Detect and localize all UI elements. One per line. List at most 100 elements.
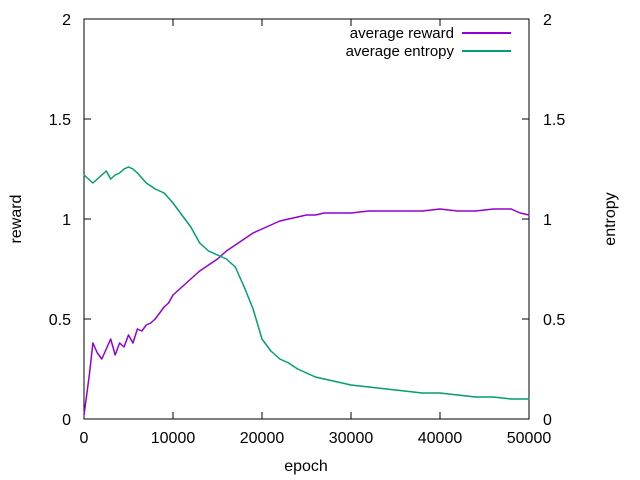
data-point-average-reward [314, 214, 316, 216]
y2-tick-label: 1 [543, 212, 552, 229]
data-point-average-entropy [510, 398, 512, 400]
x-tick-label: 50000 [507, 430, 552, 447]
data-point-average-reward [252, 232, 254, 234]
x-tick-label: 0 [80, 430, 89, 447]
data-point-average-reward [86, 394, 88, 396]
data-point-average-entropy [252, 308, 254, 310]
data-point-average-entropy [270, 350, 272, 352]
data-point-average-reward [123, 346, 125, 348]
data-point-average-reward [132, 342, 134, 344]
data-point-average-reward [141, 330, 143, 332]
data-point-average-entropy [288, 362, 290, 364]
data-point-average-entropy [323, 378, 325, 380]
y-tick-label: 1.5 [49, 112, 71, 129]
data-point-average-entropy [234, 266, 236, 268]
data-point-average-reward [288, 218, 290, 220]
data-point-average-reward [92, 342, 94, 344]
data-point-average-reward [261, 228, 263, 230]
data-point-average-reward [172, 294, 174, 296]
data-point-average-reward [163, 306, 165, 308]
data-point-average-entropy [332, 380, 334, 382]
data-point-average-reward [110, 338, 112, 340]
data-point-average-entropy [475, 396, 477, 398]
data-point-average-reward [457, 210, 459, 212]
y2-tick-label: 2 [543, 12, 552, 29]
data-point-average-entropy [110, 178, 112, 180]
data-point-average-entropy [105, 170, 107, 172]
tick-marks [83, 18, 530, 420]
data-point-average-entropy [368, 386, 370, 388]
data-point-average-reward [199, 270, 201, 272]
data-point-average-reward [105, 348, 107, 350]
y-tick-label: 1 [62, 212, 71, 229]
data-point-average-entropy [190, 226, 192, 228]
data-point-average-reward [492, 208, 494, 210]
data-point-average-reward [403, 210, 405, 212]
data-point-average-entropy [132, 168, 134, 170]
y-tick-label: 0 [62, 412, 71, 429]
data-point-average-reward [145, 324, 147, 326]
data-point-average-reward [332, 212, 334, 214]
data-point-average-entropy [96, 178, 98, 180]
data-point-average-reward [114, 354, 116, 356]
y2-axis-label: entropy [602, 192, 619, 245]
data-point-average-reward [167, 302, 170, 304]
data-point-average-reward [150, 322, 152, 324]
data-point-average-entropy [528, 398, 530, 400]
y2-tick-label: 0.5 [543, 312, 565, 329]
y-tick-label: 2 [62, 12, 71, 29]
x-axis-label: epoch [284, 458, 328, 475]
data-point-average-reward [96, 352, 98, 354]
data-point-average-reward [439, 208, 441, 210]
data-point-average-entropy [114, 174, 116, 176]
data-point-average-entropy [83, 174, 85, 176]
data-point-average-reward [297, 216, 299, 218]
data-point-average-reward [270, 224, 272, 226]
data-point-average-reward [279, 220, 281, 222]
data-point-average-entropy [261, 338, 263, 340]
data-point-average-reward [475, 210, 477, 212]
series-layer [83, 166, 530, 416]
data-point-average-entropy [216, 254, 219, 256]
data-point-average-entropy [492, 396, 494, 398]
x-tick-label: 20000 [240, 430, 285, 447]
data-point-average-reward [127, 334, 130, 336]
data-point-average-reward [88, 374, 90, 376]
series-line-average-entropy [83, 166, 529, 400]
data-point-average-reward [305, 214, 308, 216]
data-point-average-entropy [136, 172, 138, 174]
y-tick-label: 0.5 [49, 312, 71, 329]
legend: average reward average entropy [346, 25, 511, 60]
data-point-average-entropy [386, 388, 388, 390]
data-point-average-reward [136, 328, 138, 330]
x-tick-label: 40000 [418, 430, 463, 447]
data-point-average-entropy [123, 168, 125, 170]
data-point-average-entropy [163, 192, 165, 194]
data-point-average-reward [234, 244, 236, 246]
y-axis-label: reward [8, 195, 25, 244]
legend-label-entropy: average entropy [346, 43, 455, 60]
data-point-average-entropy [243, 286, 245, 288]
data-point-average-entropy [314, 376, 316, 378]
data-point-average-entropy [101, 174, 103, 176]
data-point-average-reward [190, 278, 192, 280]
data-point-average-entropy [181, 214, 183, 216]
data-point-average-entropy [208, 250, 210, 252]
legend-label-reward: average reward [350, 25, 454, 42]
data-point-average-entropy [119, 172, 121, 174]
data-point-average-reward [83, 414, 85, 416]
x-tick-label: 30000 [329, 430, 374, 447]
data-point-average-reward [159, 312, 161, 314]
data-point-average-entropy [87, 178, 90, 180]
data-point-average-entropy [199, 242, 201, 244]
data-point-average-entropy [421, 392, 423, 394]
data-point-average-reward [350, 212, 352, 214]
data-point-average-reward [341, 212, 343, 214]
data-point-average-reward [154, 318, 156, 320]
data-point-average-reward [528, 214, 530, 216]
tick-labels: 0 10000 20000 30000 40000 5000000.511.5200.51… [49, 12, 566, 447]
data-point-average-reward [101, 358, 103, 360]
y2-tick-label: 1.5 [543, 112, 565, 129]
data-point-average-reward [368, 210, 370, 212]
data-point-average-entropy [439, 392, 441, 394]
